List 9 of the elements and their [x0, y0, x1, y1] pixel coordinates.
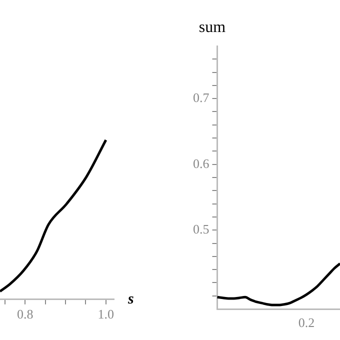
y-axis-title: sum: [198, 19, 226, 36]
text: 0.2: [298, 314, 315, 330]
x-axis-title: s: [127, 291, 134, 308]
y-tick-label: 0.6: [193, 156, 210, 171]
line-series: [216, 262, 340, 306]
x-tick-label: 0.8: [16, 306, 34, 322]
y-tick-label: 0.7: [193, 90, 210, 106]
y-tick-label: 0.5: [193, 222, 210, 237]
x-tick-label: 1.0: [98, 306, 114, 322]
